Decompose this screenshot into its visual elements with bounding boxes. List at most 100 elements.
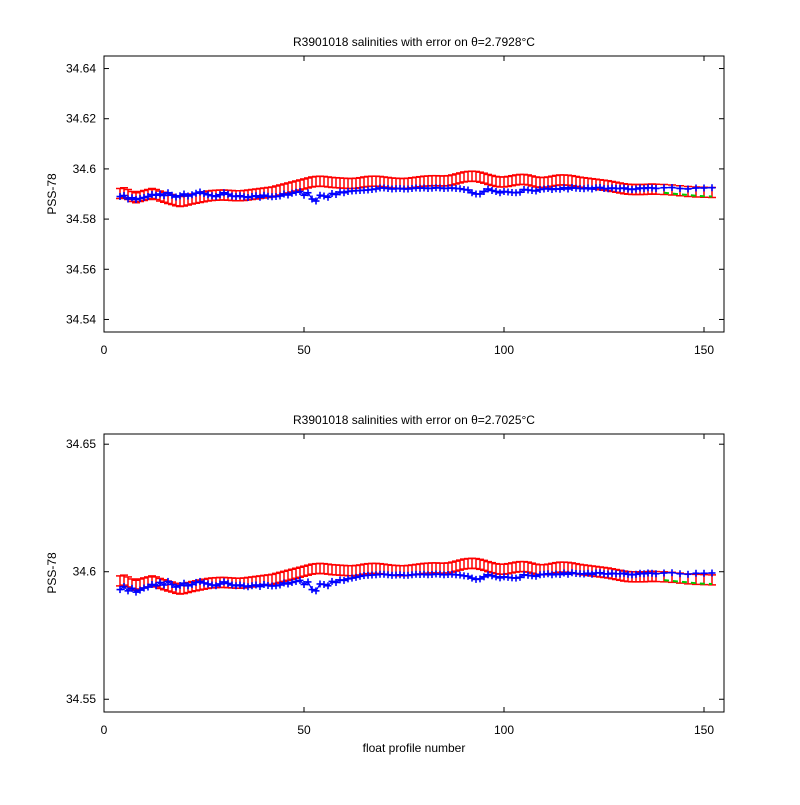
chart-title: R3901018 salinities with error on θ=2.79… [293,35,535,49]
blue-cross-marker [560,184,568,192]
blue-cross-marker [488,572,496,580]
blue-cross-marker [632,570,640,578]
blue-cross-marker [124,587,132,595]
blue-cross-marker [128,584,136,592]
blue-cross-marker [236,581,244,589]
blue-cross-marker [144,583,152,591]
blue-cross-marker [596,569,604,577]
blue-cross-marker [284,191,292,199]
blue-cross-marker [252,581,260,589]
blue-cross-marker [140,584,148,592]
blue-cross-marker [596,183,604,191]
blue-cross-marker [304,578,312,586]
blue-cross-marker [700,184,708,192]
blue-cross-marker [204,191,212,199]
blue-cross-marker [652,184,660,192]
blue-cross-marker [288,578,296,586]
blue-cross-marker [224,190,232,198]
blue-cross-marker [516,573,524,581]
x-tick-label: 50 [297,723,311,737]
blue-cross-marker [620,184,628,192]
error-bar-point [504,562,512,575]
blue-cross-marker [216,191,224,199]
blue-cross-marker [692,569,700,577]
blue-cross-marker [204,580,212,588]
blue-cross-marker [684,570,692,578]
blue-cross-marker [372,185,380,193]
blue-cross-marker [252,192,260,200]
blue-cross-marker [484,571,492,579]
y-tick-label: 34.58 [66,212,96,226]
blue-cross-marker [652,570,660,578]
y-tick-label: 34.65 [66,437,96,451]
y-tick-label: 34.56 [66,262,96,276]
blue-cross-marker [584,569,592,577]
blue-cross-marker [464,572,472,580]
blue-cross-marker [124,195,132,203]
blue-cross-marker [296,187,304,195]
blue-cross-marker [188,580,196,588]
blue-cross-marker [192,189,200,197]
series-layer [116,557,716,596]
blue-cross-marker [280,579,288,587]
blue-cross-marker [320,580,328,588]
y-axis-label: PSS-78 [45,173,59,215]
blue-cross-marker [152,582,160,590]
blue-cross-marker [132,588,140,596]
blue-cross-marker [532,572,540,580]
blue-cross-marker [564,570,572,578]
plot-area-frame [103,433,725,713]
error-bar-point [472,557,480,570]
y-tick-label: 34.6 [73,565,97,579]
blue-cross-marker [692,184,700,192]
blue-cross-marker [584,184,592,192]
blue-cross-marker [172,193,180,201]
blue-cross-marker [220,578,228,586]
blue-cross-marker [308,586,316,594]
blue-cross-marker [212,582,220,590]
blue-cross-marker [324,193,332,201]
blue-cross-marker [708,184,716,192]
chart-title: R3901018 salinities with error on θ=2.70… [293,413,535,427]
blue-cross-marker [160,581,168,589]
blue-cross-marker [292,577,300,585]
blue-cross-marker [676,184,684,192]
blue-cross-marker [556,571,564,579]
blue-cross-marker [468,574,476,582]
blue-cross-marker [296,576,304,584]
blue-cross-marker [120,583,128,591]
blue-cross-marker [544,184,552,192]
blue-cross-marker [256,193,264,201]
y-axis-label: PSS-78 [45,552,59,594]
blue-cross-marker [488,186,496,194]
blue-cross-marker [220,189,228,197]
blue-cross-marker [172,583,180,591]
blue-cross-marker [480,187,488,195]
blue-cross-marker [340,576,348,584]
blue-cross-marker [288,189,296,197]
blue-cross-marker [332,578,340,586]
blue-cross-marker [260,191,268,199]
blue-cross-marker [484,185,492,193]
blue-cross-marker [176,192,184,200]
blue-cross-marker [180,579,188,587]
blue-cross-marker [260,580,268,588]
blue-cross-marker [152,191,160,199]
blue-cross-marker [176,581,184,589]
blue-cross-marker [668,183,676,191]
blue-cross-marker [620,569,628,577]
blue-cross-marker [668,569,676,577]
blue-cross-marker [300,191,308,199]
y-tick-label: 34.55 [66,692,96,706]
blue-cross-marker [480,573,488,581]
blue-cross-marker [192,578,200,586]
x-tick-label: 100 [494,723,514,737]
blue-cross-marker [120,192,128,200]
blue-cross-marker [544,570,552,578]
blue-cross-marker [300,580,308,588]
x-tick-label: 0 [101,343,108,357]
blue-cross-marker [184,582,192,590]
blue-cross-marker [476,190,484,198]
blue-cross-marker [328,577,336,585]
